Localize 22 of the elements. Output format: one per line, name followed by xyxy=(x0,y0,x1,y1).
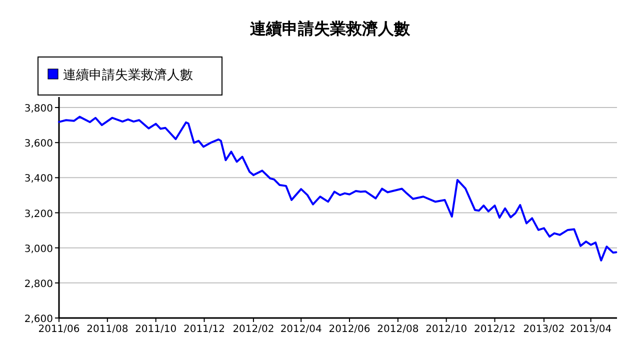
line-series xyxy=(58,116,618,262)
x-tick-label: 2012/06 xyxy=(328,324,370,335)
y-tick-label: 2,800 xyxy=(24,278,53,290)
y-tick-label: 3,000 xyxy=(24,244,53,255)
y-tick-label: 3,200 xyxy=(24,208,53,220)
x-tick-label: 2011/06 xyxy=(38,324,80,335)
x-tick-label: 2012/02 xyxy=(232,324,274,335)
x-tick-label: 2011/10 xyxy=(135,324,177,335)
y-tick-label: 3,400 xyxy=(24,174,53,185)
x-tick-label: 2012/12 xyxy=(474,324,516,335)
legend-label: 連續申請失業救濟人數 xyxy=(63,68,193,83)
x-tick-label: 2012/04 xyxy=(280,324,322,335)
y-tick-label: 2,600 xyxy=(24,314,53,325)
x-tick-label: 2013/02 xyxy=(523,324,565,335)
chart-title: 連續申請失業救濟人數 xyxy=(250,19,411,38)
x-tick-label: 2012/10 xyxy=(426,324,468,335)
x-tick-label: 2011/08 xyxy=(86,324,128,335)
x-tick-label: 2011/12 xyxy=(183,324,226,335)
x-tick-label: 2012/08 xyxy=(377,324,419,335)
y-tick-label: 3,600 xyxy=(24,138,53,150)
y-tick-label: 3,800 xyxy=(24,104,53,115)
x-tick-label: 2013/04 xyxy=(570,324,612,335)
